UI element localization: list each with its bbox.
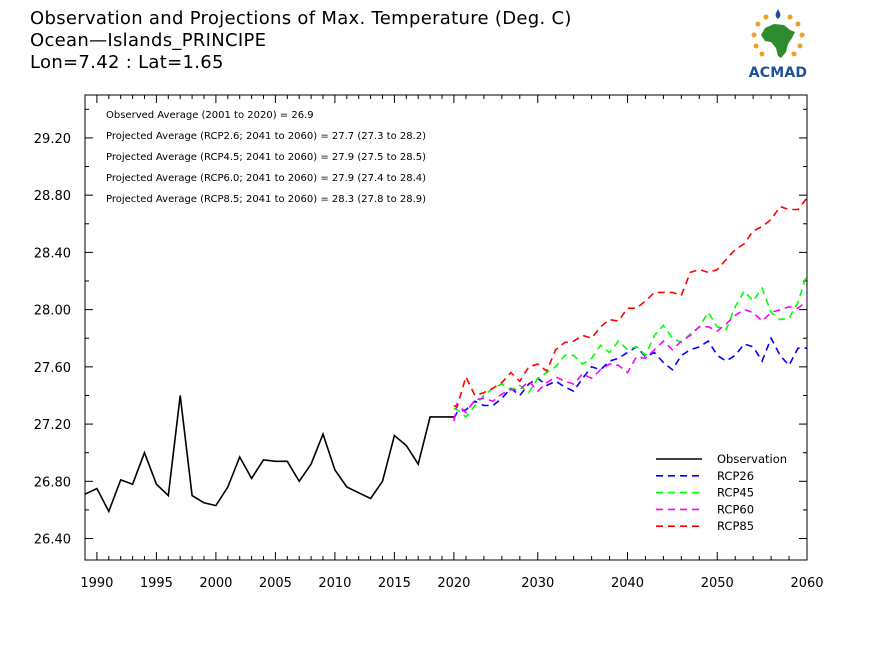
series-line-rcp60 — [453, 300, 808, 422]
acmad-logo-text: ACMAD — [748, 65, 808, 81]
y-tick-label: 28.00 — [34, 304, 71, 319]
annotation-rcp85-average: Projected Average (RCP8.5; 2041 to 2060)… — [106, 194, 426, 205]
chart-title-block: Observation and Projections of Max. Temp… — [30, 8, 572, 74]
annotation-rcp45-average: Projected Average (RCP4.5; 2041 to 2060)… — [106, 152, 426, 163]
annotation-rcp26-average: Projected Average (RCP2.6; 2041 to 2060)… — [106, 131, 426, 142]
y-tick-label: 26.40 — [34, 533, 71, 548]
x-tick-label: 1995 — [140, 576, 173, 591]
legend-label-observation: Observation — [717, 452, 787, 466]
y-tick-label: 27.20 — [34, 418, 71, 433]
x-tick-label: 2030 — [521, 576, 554, 591]
legend-label-rcp85: RCP85 — [717, 519, 754, 533]
annotations: Observed Average (2001 to 2020) = 26.9 P… — [106, 110, 426, 205]
y-tick-label: 29.20 — [34, 132, 71, 147]
y-tick-label: 28.80 — [34, 189, 71, 204]
annotation-rcp60-average: Projected Average (RCP6.0; 2041 to 2060)… — [106, 173, 426, 184]
x-tick-label: 2005 — [259, 576, 292, 591]
x-tick-label: 2060 — [790, 576, 823, 591]
x-tick-label: 2020 — [437, 576, 470, 591]
plot-frame — [84, 94, 808, 561]
legend-label-rcp60: RCP60 — [717, 502, 754, 516]
annotation-observed-average: Observed Average (2001 to 2020) = 26.9 — [106, 110, 314, 121]
africa-map-sun-icon — [751, 9, 805, 58]
y-axis: 26.40 26.80 27.20 27.60 28.00 28.40 28.80 29.20 — [34, 108, 807, 548]
legend-label-rcp45: RCP45 — [717, 486, 754, 500]
y-tick-label: 27.60 — [34, 361, 71, 376]
x-tick-label: 2000 — [199, 576, 232, 591]
x-axis: 1990 1995 2000 2005 2010 2015 2020 2030 2040 2050… — [80, 95, 824, 591]
series-line-rcp45 — [453, 273, 808, 419]
x-tick-label: 1990 — [80, 576, 113, 591]
y-tick-label: 28.40 — [34, 246, 71, 261]
x-tick-label: 2050 — [701, 576, 734, 591]
chart-title: Observation and Projections of Max. Temp… — [30, 8, 572, 29]
series-line-rcp85 — [453, 197, 808, 409]
y-tick-label: 26.80 — [34, 475, 71, 490]
x-tick-label: 2010 — [318, 576, 351, 591]
x-tick-label: 2015 — [378, 576, 411, 591]
chart-location: Ocean—Islands_PRINCIPE — [30, 30, 267, 51]
legend-label-rcp26: RCP26 — [717, 469, 754, 483]
legend: Observation RCP26 RCP45 RCP60 RCP85 — [656, 452, 787, 533]
series-line-observation — [84, 395, 454, 514]
series-layer — [84, 197, 808, 514]
x-tick-label: 2040 — [611, 576, 644, 591]
series-line-rcp26 — [453, 336, 807, 419]
chart-coordinates: Lon=7.42 : Lat=1.65 — [30, 52, 224, 73]
